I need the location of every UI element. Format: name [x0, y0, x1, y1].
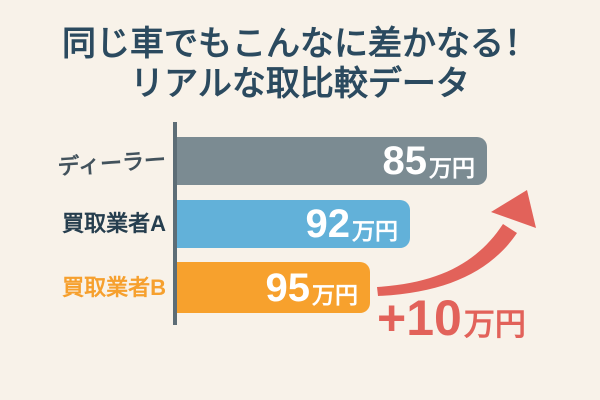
bar-dealer: 85 万円 — [177, 137, 487, 185]
bar-dealer-unit: 万円 — [429, 155, 475, 181]
bar-buyer-a: 92 万円 — [177, 200, 410, 248]
y-axis-baseline — [173, 122, 177, 325]
difference-annotation-unit: 万円 — [463, 307, 526, 342]
difference-annotation: +10 万円 — [377, 293, 526, 344]
bar-buyer-b-value: 95 — [265, 265, 311, 310]
bar-dealer-value: 85 — [382, 139, 428, 183]
category-label-buyer-a: 買取業者A — [62, 211, 166, 236]
bar-buyer-b: 95 万円 — [177, 262, 370, 313]
bar-buyer-a-value: 92 — [305, 202, 351, 246]
category-label-dealer: ディーラー — [56, 147, 167, 180]
chart-title-line2: リアルな取比較データ — [130, 65, 470, 103]
chart-title-line1: 同じ車でもこんなに差かなる！ — [62, 25, 538, 63]
category-label-buyer-b: 買取業者B — [62, 275, 166, 300]
chart-title: 同じ車でもこんなに差かなる！ リアルな取比較データ — [0, 24, 600, 104]
bar-buyer-b-unit: 万円 — [312, 281, 358, 308]
difference-annotation-number: +10 — [377, 290, 462, 346]
bar-buyer-a-unit: 万円 — [352, 218, 398, 244]
